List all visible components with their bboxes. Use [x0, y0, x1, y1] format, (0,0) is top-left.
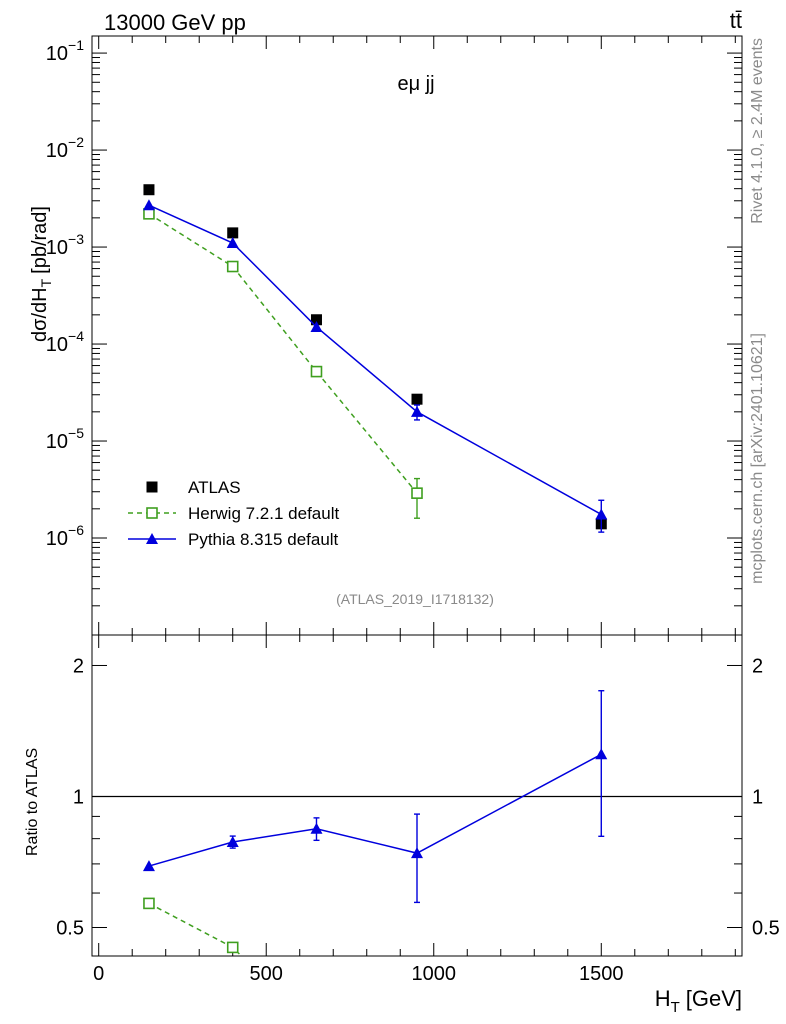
legend: ATLAS Herwig 7.2.1 default Pythia 8.315 de…: [128, 478, 339, 549]
x-label-unit: [GeV]: [686, 986, 742, 1011]
analysis-annotation: eμ jj: [397, 73, 434, 95]
atlas-point: [143, 184, 155, 196]
pythia-point: [226, 237, 239, 249]
main-y-axis-label: dσ/dHT [pb/rad]: [29, 206, 54, 342]
legend-herwig-label: Herwig 7.2.1 default: [188, 504, 339, 523]
ratio-pythia-point: [310, 822, 323, 834]
analysis-watermark: (ATLAS_2019_I1718132): [336, 591, 494, 607]
y-tick-base: 10: [46, 431, 68, 453]
y-tick-exponent: −3: [68, 231, 84, 247]
y-tick-label: 10−3: [46, 231, 84, 259]
pythia-point: [411, 405, 423, 417]
ratio-pythia-point: [595, 748, 608, 760]
y-tick-base: 10: [46, 237, 68, 259]
legend-pythia-marker: [146, 533, 158, 544]
y-tick-base: 10: [46, 334, 68, 356]
herwig-point: [226, 260, 239, 273]
pythia-point: [142, 199, 155, 211]
y-tick-exponent: −6: [68, 522, 84, 538]
herwig-line: [148, 213, 418, 494]
ratio-herwig-point: [226, 941, 239, 954]
y-tick-base: 10: [46, 528, 68, 550]
x-label-sub: T: [671, 999, 680, 1016]
x-tick-label: 0: [93, 963, 104, 985]
ratio-y-axis-label: Ratio to ATLAS: [24, 748, 41, 856]
y-tick-label: 10−2: [46, 134, 84, 162]
x-tick-label: 1500: [579, 963, 624, 985]
ratio-y-tick-label: 1: [73, 786, 84, 808]
ratio-herwig-point: [143, 897, 155, 910]
herwig-point: [143, 208, 155, 220]
pythia-point: [595, 508, 608, 520]
y-tick-exponent: −5: [68, 425, 84, 441]
y-tick-base: 10: [46, 140, 68, 162]
ratio-pythia-point: [226, 835, 239, 847]
rivet-version-text: Rivet 4.1.0, ≥ 2.4M events: [749, 38, 766, 224]
y-tick-label: 10−6: [46, 522, 84, 550]
atlas-point: [411, 393, 423, 405]
atlas-point: [227, 227, 239, 239]
ratio-pythia-point: [411, 847, 423, 859]
y-tick-exponent: −1: [68, 37, 84, 53]
x-tick-label: 1000: [412, 963, 457, 985]
y-tick-label: 10−1: [46, 37, 84, 65]
final-state-label: tt̄: [730, 8, 742, 33]
atlas-point: [310, 314, 322, 326]
ratio-panel: 0.5 0.5 1 1 2 2 0 500 1000 1500 Ratio to ATLAS H…: [24, 634, 780, 1016]
y-label-unit: [pb/rad]: [29, 206, 51, 274]
herwig-point: [310, 365, 323, 378]
y-label-sub: T: [38, 278, 54, 287]
ratio-y-tick-label: 2: [73, 655, 84, 677]
legend-pythia-label: Pythia 8.315 default: [188, 530, 339, 549]
legend-atlas-marker: [146, 481, 158, 493]
ratio-pythia-point: [142, 860, 155, 872]
ratio-y-tick-label: 0.5: [56, 917, 84, 939]
herwig-point: [411, 487, 423, 499]
ratio-y-tick-label-right: 1: [752, 786, 763, 808]
x-axis-label: HT [GeV]: [655, 986, 742, 1016]
y-tick-exponent: −4: [68, 328, 84, 344]
main-panel: 10−110−210−310−410−510−6 eμ jj (ATLAS_20…: [29, 35, 743, 636]
ratio-y-tick-label-right: 0.5: [752, 917, 780, 939]
y-label-main: dσ/dH: [29, 287, 51, 342]
process-label: 13000 GeV pp: [104, 10, 246, 35]
pythia-line: [148, 204, 602, 516]
ratio-pythia-line: [148, 753, 602, 867]
y-tick-base: 10: [46, 43, 68, 65]
legend-atlas-label: ATLAS: [188, 478, 241, 497]
pythia-point: [310, 320, 323, 332]
y-tick-label: 10−5: [46, 425, 84, 453]
mcplots-source-text: mcplots.cern.ch [arXiv:2401.10621]: [749, 333, 766, 584]
legend-herwig-marker: [146, 507, 158, 519]
x-label-main: H: [655, 986, 671, 1011]
y-tick-label: 10−4: [46, 328, 84, 356]
ratio-plot-frame: [91, 634, 743, 957]
ratio-y-tick-label-right: 2: [752, 655, 763, 677]
y-tick-exponent: −2: [68, 134, 84, 150]
x-tick-label: 500: [250, 963, 283, 985]
